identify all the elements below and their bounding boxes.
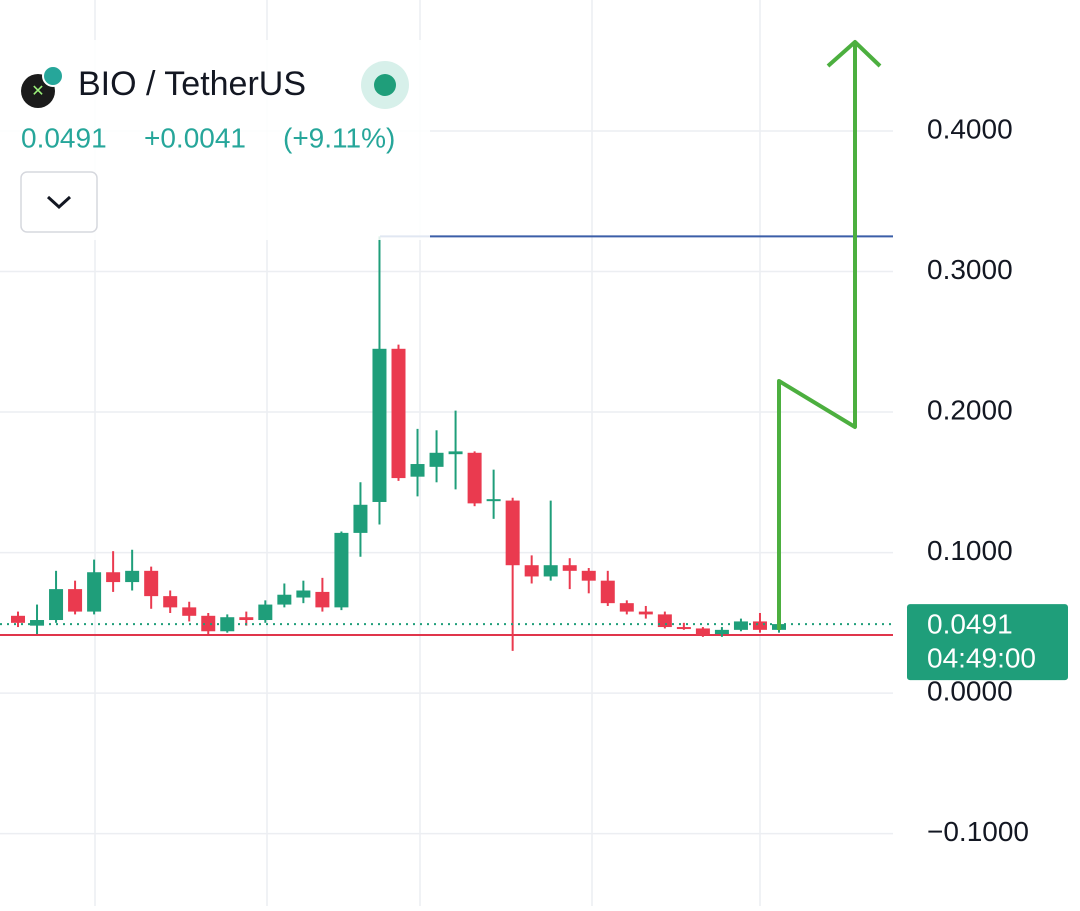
candle-body <box>49 589 64 621</box>
drawn-arrow <box>777 42 857 630</box>
candle-body <box>258 604 273 621</box>
candle-body <box>201 615 216 632</box>
candle-body <box>429 452 444 467</box>
last-price-box <box>907 604 1068 681</box>
candle-body <box>163 596 178 608</box>
candle-body <box>220 617 235 632</box>
candle-body <box>562 565 577 571</box>
candle-body <box>239 617 254 621</box>
candle-body <box>581 570 596 581</box>
dropdown[interactable] <box>20 171 98 233</box>
header-price: 0.0491 <box>21 122 107 153</box>
candle-body <box>182 607 197 616</box>
price-axis: 0.4000 0.3000 0.2000 0.1000 0.0000 −0.1000 0.0… <box>907 113 1068 847</box>
y-tick-label: 0.1000 <box>927 535 1013 566</box>
candle-body <box>11 615 25 623</box>
candle-body <box>410 464 425 477</box>
quote-logo <box>42 65 64 87</box>
candle-body <box>30 620 45 626</box>
candle-body <box>277 594 292 605</box>
candle-body <box>733 621 748 630</box>
y-tick-label: 0.4000 <box>927 113 1013 144</box>
candle-body <box>372 348 387 502</box>
candle-body <box>391 348 406 479</box>
y-tick-label: 0.3000 <box>927 254 1013 285</box>
countdown: 04:49:00 <box>927 642 1036 673</box>
candle-body <box>106 572 121 583</box>
candle-body <box>296 590 311 598</box>
candle-body <box>543 565 558 577</box>
candle-body <box>638 611 653 615</box>
candle-body <box>353 504 368 533</box>
candle-body <box>695 628 710 636</box>
logo-mark: ✕ <box>31 83 44 100</box>
chevron <box>46 195 72 210</box>
candle-body <box>619 603 634 612</box>
candle-body <box>676 627 691 630</box>
candle-body <box>144 570 159 597</box>
candle-body <box>657 614 672 628</box>
candle-body <box>486 499 501 502</box>
candle-body <box>600 580 615 604</box>
candle-body <box>68 589 83 612</box>
symbol: BIO / TetherUS <box>78 65 306 103</box>
candle-body <box>448 451 463 455</box>
last-price-label: 0.0491 <box>927 608 1013 639</box>
candle-body <box>752 621 767 630</box>
candle-body <box>467 452 482 504</box>
candle-body <box>315 591 330 608</box>
y-tick-label: −0.1000 <box>927 816 1029 847</box>
candle-body <box>87 572 102 612</box>
candle-body <box>524 565 539 577</box>
header-change: +0.0041 <box>144 122 246 153</box>
y-tick-label: 0.2000 <box>927 394 1013 425</box>
header-change-percent: (+9.11%) <box>283 122 395 153</box>
candle-body <box>505 500 520 566</box>
candle-body <box>125 570 140 583</box>
drawn-arrow-head <box>826 40 882 68</box>
candle-body <box>714 629 729 635</box>
y-tick-label: 0.0000 <box>927 675 1013 706</box>
status-dot <box>374 74 396 96</box>
candle-body <box>334 532 349 608</box>
